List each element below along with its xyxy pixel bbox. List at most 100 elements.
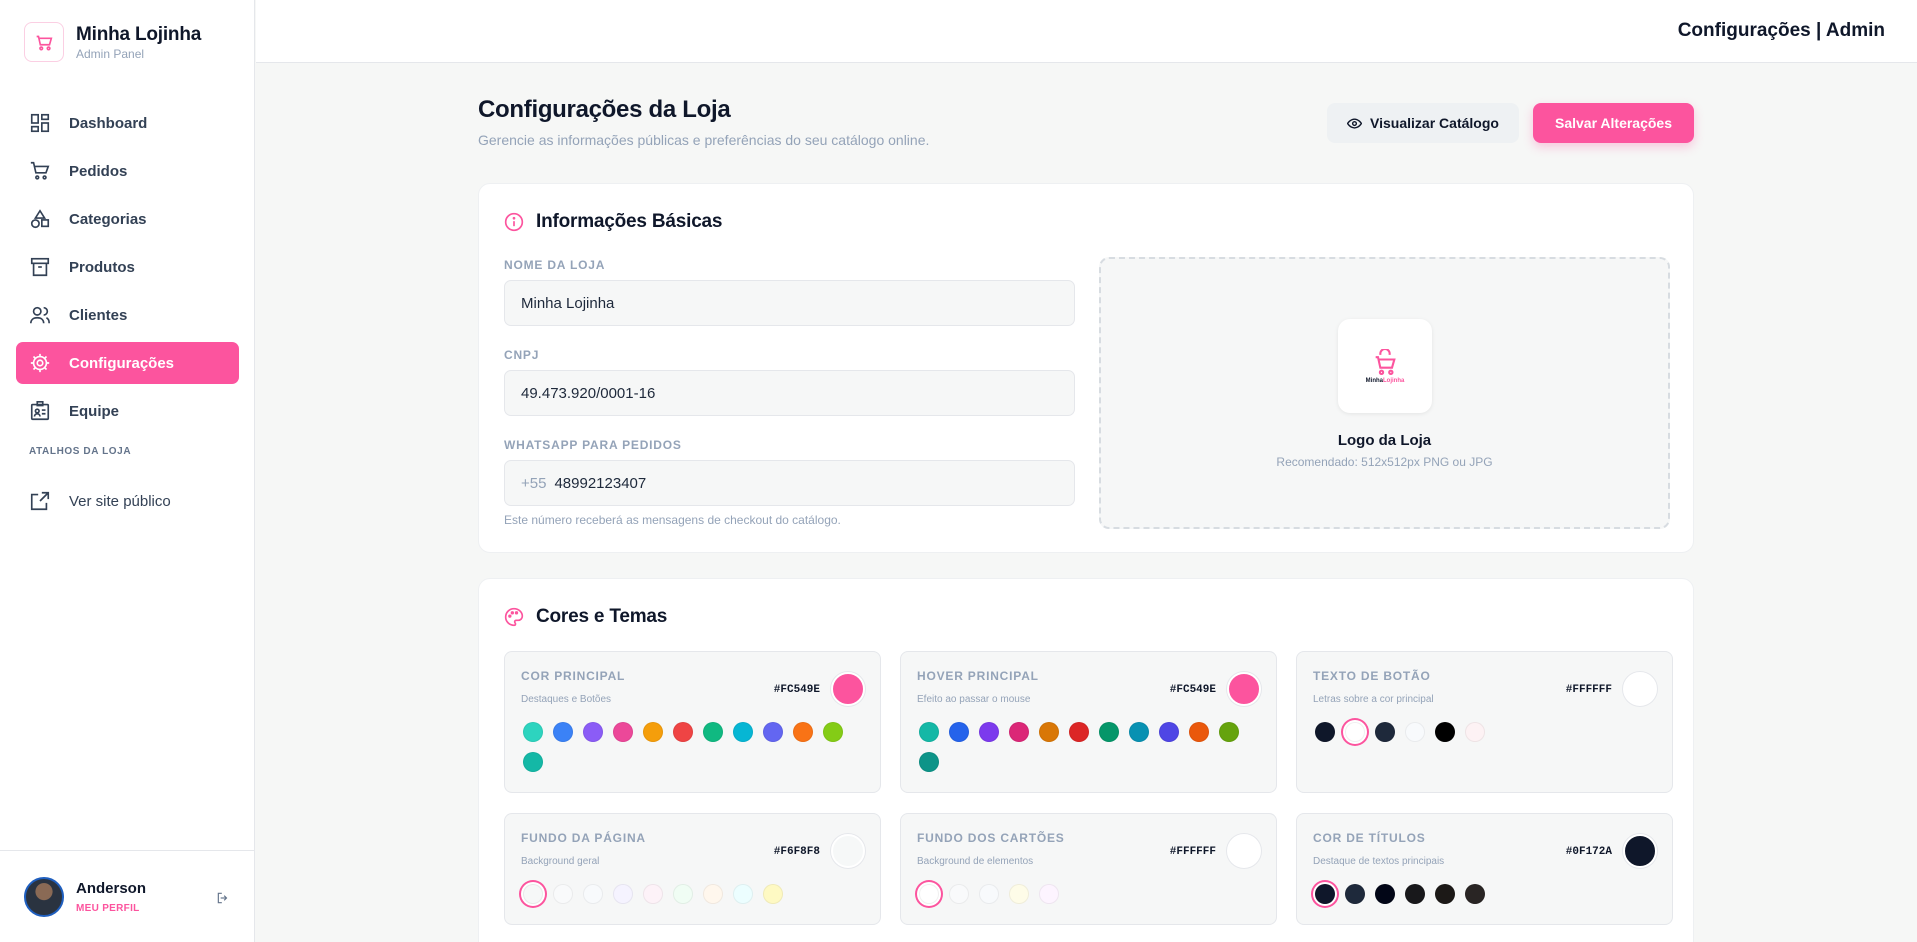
color-preset-dot[interactable] [1159,722,1179,742]
color-setting-primary: COR PRINCIPAL Destaques e Botões #FC549E [504,651,881,793]
topbar-title: Configurações | Admin [1677,20,1885,41]
color-picker-swatch[interactable] [1227,672,1261,706]
logo-title: Logo da Loja [1337,432,1432,449]
color-preset-dot[interactable] [763,722,783,742]
sidebar-item-pedidos[interactable]: Pedidos [16,150,239,192]
color-preset-dot[interactable] [553,884,573,904]
color-hex: #FC549E [1169,684,1216,696]
color-preset-dot[interactable] [1039,722,1059,742]
color-preset-dot[interactable] [703,722,723,742]
color-preset-dot[interactable] [919,752,939,772]
color-preset-dot[interactable] [613,884,633,904]
color-preset-dot[interactable] [553,722,573,742]
color-preset-dot[interactable] [1345,722,1365,742]
color-preset-dot[interactable] [979,722,999,742]
color-preset-dot[interactable] [1189,722,1209,742]
sidebar-item-categorias[interactable]: Categorias [16,198,239,240]
brand[interactable]: Minha Lojinha Admin Panel [24,22,201,62]
shapes-icon [30,209,50,229]
color-preset-dot[interactable] [1039,884,1059,904]
save-changes-button[interactable]: Salvar Alterações [1533,103,1694,143]
color-preset-dot[interactable] [1099,722,1119,742]
whatsapp-input[interactable] [554,474,1074,492]
color-preset-dot[interactable] [613,722,633,742]
color-preset-dot[interactable] [733,884,753,904]
color-preset-dot[interactable] [523,752,543,772]
sidebar-item-public-site[interactable]: Ver site público [16,480,239,522]
sidebar-item-label: Clientes [69,306,128,324]
whatsapp-label: WHATSAPP PARA PEDIDOS [504,438,682,452]
color-description: Destaques e Botões [521,694,612,705]
color-setting-button-text: TEXTO DE BOTÃO Letras sobre a cor princi… [1296,651,1673,793]
brand-subtitle: Admin Panel [76,46,145,61]
color-picker-swatch[interactable] [1227,834,1261,868]
color-preset-dot[interactable] [919,884,939,904]
color-preset-dot[interactable] [1069,722,1089,742]
color-label: HOVER PRINCIPAL [917,669,1039,683]
color-preset-dot[interactable] [1465,722,1485,742]
sidebar-item-configuracoes[interactable]: Configurações [16,342,239,384]
sidebar-item-clientes[interactable]: Clientes [16,294,239,336]
color-preset-dot[interactable] [703,884,723,904]
color-picker-swatch[interactable] [831,672,865,706]
logo-upload-dropzone[interactable]: MinhaLojinha Logo da Loja Recomendado: 5… [1099,257,1670,529]
color-picker-swatch[interactable] [1623,672,1657,706]
store-name-input[interactable] [521,294,1074,312]
sidebar-item-equipe[interactable]: Equipe [16,390,239,432]
sidebar-item-produtos[interactable]: Produtos [16,246,239,288]
sidebar-section-label: ATALHOS DA LOJA [29,446,132,457]
view-catalog-button[interactable]: Visualizar Catálogo [1327,103,1519,143]
logo-preview: MinhaLojinha [1338,319,1432,413]
color-preset-dot[interactable] [823,722,843,742]
color-preset-dot[interactable] [919,722,939,742]
color-preset-dot[interactable] [583,884,603,904]
sidebar-item-dashboard[interactable]: Dashboard [16,102,239,144]
color-preset-dot[interactable] [1009,884,1029,904]
store-name-field[interactable] [504,280,1075,326]
color-preset-dot[interactable] [1375,884,1395,904]
whatsapp-help-text: Este número receberá as mensagens de che… [504,513,841,527]
color-preset-dot[interactable] [1219,722,1239,742]
color-preset-dot[interactable] [1009,722,1029,742]
cnpj-field[interactable] [504,370,1075,416]
color-preset-dot[interactable] [1405,884,1425,904]
color-picker-swatch[interactable] [1623,834,1657,868]
color-preset-dot[interactable] [673,722,693,742]
color-preset-dot[interactable] [1465,884,1485,904]
cnpj-input[interactable] [521,384,1074,402]
color-picker-swatch[interactable] [831,834,865,868]
color-preset-dot[interactable] [1375,722,1395,742]
color-preset-dot[interactable] [1315,722,1335,742]
color-preset-dot[interactable] [1435,722,1455,742]
id-card-icon [30,401,50,421]
color-preset-dot[interactable] [643,722,663,742]
color-preset-dot[interactable] [523,884,543,904]
colors-themes-card: Cores e Temas COR PRINCIPAL Destaques e … [478,578,1694,942]
color-preset-dot[interactable] [673,884,693,904]
phone-prefix: +55 [521,474,547,492]
color-preset-dot[interactable] [1345,884,1365,904]
page-subtitle: Gerencie as informações públicas e prefe… [478,132,930,148]
color-preset-dot[interactable] [979,884,999,904]
color-preset-dot[interactable] [523,722,543,742]
color-preset-dot[interactable] [583,722,603,742]
color-preset-dot[interactable] [1405,722,1425,742]
color-preset-dot[interactable] [1315,884,1335,904]
color-preset-dot[interactable] [793,722,813,742]
color-preset-dot[interactable] [763,884,783,904]
color-preset-dot[interactable] [643,884,663,904]
color-description: Background geral [521,856,600,867]
color-preset-dot[interactable] [733,722,753,742]
whatsapp-field[interactable]: +55 [504,460,1075,506]
my-profile-link[interactable]: MEU PERFIL [76,902,140,914]
logout-icon[interactable] [216,891,230,905]
color-preset-dot[interactable] [949,722,969,742]
color-preset-dot[interactable] [949,884,969,904]
color-hex: #0F172A [1565,846,1612,858]
color-preset-dot[interactable] [1129,722,1149,742]
color-description: Letras sobre a cor principal [1313,694,1434,705]
color-label: COR PRINCIPAL [521,669,626,683]
avatar[interactable] [24,876,64,917]
store-logo-icon [24,22,64,62]
color-preset-dot[interactable] [1435,884,1455,904]
